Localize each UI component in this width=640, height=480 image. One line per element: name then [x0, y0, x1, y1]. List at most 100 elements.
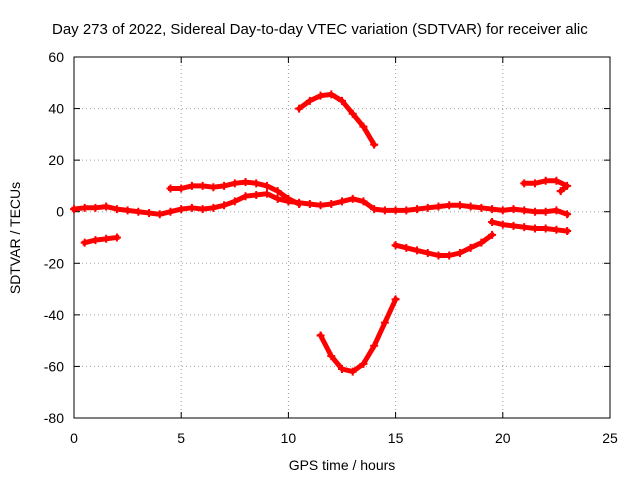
data-point — [413, 205, 422, 214]
data-point — [220, 181, 229, 190]
chart-title: Day 273 of 2022, Sidereal Day-to-day VTE… — [52, 21, 588, 38]
data-point — [380, 206, 389, 215]
y-tick-label: 0 — [56, 204, 64, 220]
data-point — [327, 90, 336, 99]
data-point — [455, 201, 464, 210]
data-point — [80, 203, 89, 212]
data-point — [530, 224, 539, 233]
data-point — [91, 236, 100, 245]
data-point — [187, 181, 196, 190]
data-point — [488, 205, 497, 214]
data-point — [112, 233, 121, 242]
data-point — [338, 96, 346, 105]
data-point — [305, 96, 314, 105]
data-point — [123, 206, 132, 215]
data-point — [241, 192, 250, 201]
data-point — [370, 341, 379, 350]
series-arc-trough — [317, 296, 399, 375]
data-point — [230, 179, 239, 188]
data-point — [530, 179, 539, 188]
data-point — [541, 224, 550, 233]
data-point — [530, 207, 539, 216]
data-point — [466, 243, 475, 252]
y-tick-label: -40 — [44, 307, 64, 323]
data-point — [477, 203, 486, 212]
data-point — [305, 199, 314, 208]
data-point — [391, 241, 400, 250]
data-point — [348, 109, 357, 118]
data-point — [541, 176, 550, 185]
x-tick-label: 5 — [177, 430, 185, 446]
data-point — [166, 207, 175, 216]
data-point — [563, 210, 572, 219]
data-point — [455, 248, 464, 257]
data-point — [359, 359, 368, 368]
data-point — [295, 199, 304, 208]
data-point — [327, 352, 336, 361]
data-point — [241, 178, 250, 187]
data-point — [552, 176, 561, 185]
data-point — [498, 220, 507, 229]
data-point — [391, 206, 400, 215]
data-point — [359, 197, 368, 206]
data-point — [252, 179, 261, 188]
data-point — [520, 179, 529, 188]
data-point — [445, 251, 454, 260]
data-point — [316, 201, 325, 210]
data-point — [295, 104, 304, 113]
data-point — [402, 243, 411, 252]
x-tick-label: 25 — [602, 430, 618, 446]
y-tick-label: 20 — [48, 152, 64, 168]
data-point — [198, 181, 207, 190]
data-point — [552, 206, 561, 215]
data-point — [284, 194, 293, 203]
data-point — [112, 205, 121, 214]
data-point — [155, 210, 164, 219]
y-tick-label: 40 — [48, 101, 64, 117]
series-arc-early-low — [81, 234, 120, 246]
data-point — [327, 199, 336, 208]
series-arc-mid-low — [392, 231, 496, 258]
data-point — [348, 367, 357, 376]
data-point — [370, 205, 379, 214]
x-tick-label: 0 — [70, 430, 78, 446]
x-axis-ticks: 0 5 10 15 20 25 — [70, 57, 618, 446]
plot-frame — [73, 56, 611, 419]
data-point — [556, 187, 565, 196]
data-point — [488, 230, 497, 239]
data-point — [563, 227, 572, 236]
data-point — [380, 318, 389, 327]
data-point — [230, 197, 239, 206]
y-axis-label: SDTVAR / TECUs — [7, 182, 23, 294]
data-point — [262, 189, 271, 198]
data-point — [91, 203, 100, 212]
data-point — [498, 206, 507, 215]
data-point — [520, 206, 529, 215]
data-point — [102, 234, 111, 243]
y-tick-label: -20 — [44, 255, 64, 271]
data-point — [434, 202, 443, 211]
data-point — [434, 251, 443, 260]
data-point — [166, 184, 175, 193]
data-point — [262, 181, 271, 190]
data-point — [209, 183, 218, 192]
data-point — [402, 206, 411, 215]
data-point — [316, 331, 325, 340]
data-point — [541, 207, 550, 216]
grid — [74, 57, 610, 418]
data-point — [145, 209, 154, 218]
data-point — [273, 187, 282, 196]
data-point — [466, 202, 475, 211]
x-axis-label: GPS time / hours — [289, 457, 396, 473]
data-point — [423, 203, 432, 212]
data-point — [348, 194, 357, 203]
data-point — [338, 365, 346, 374]
y-tick-label: -80 — [44, 410, 64, 426]
data-point — [187, 203, 196, 212]
data-point — [520, 223, 529, 232]
x-tick-label: 20 — [495, 430, 511, 446]
y-tick-label: -60 — [44, 358, 64, 374]
data-point — [102, 202, 111, 211]
data-point — [445, 201, 454, 210]
data-point — [177, 205, 186, 214]
